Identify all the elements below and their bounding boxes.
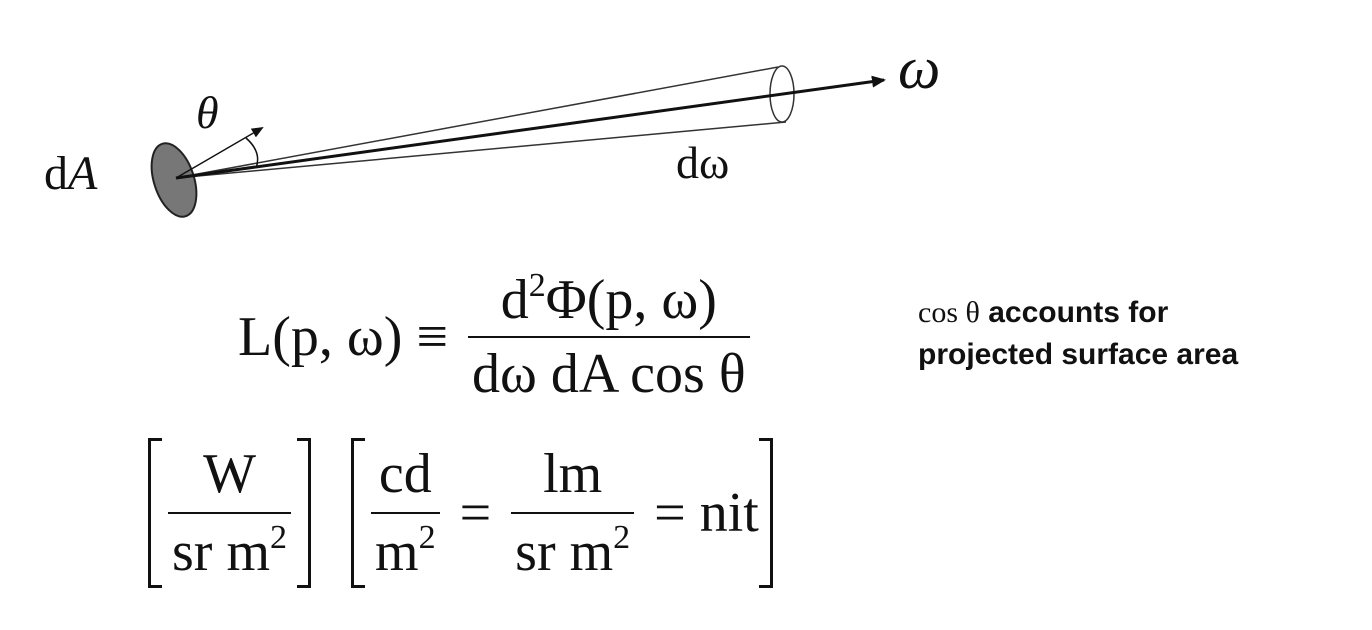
equation-lhs: L(p, ω) bbox=[238, 306, 403, 368]
bracket-right-1 bbox=[297, 438, 311, 588]
unit-fraction-lm: lm sr m2 bbox=[511, 446, 635, 580]
cone-cap bbox=[769, 65, 795, 123]
bracket-right-2 bbox=[758, 438, 773, 588]
direction-label: ω bbox=[898, 35, 941, 101]
normal-arrow bbox=[175, 126, 264, 179]
angle-arc bbox=[245, 137, 259, 169]
units-row: W sr m2 cd m2 = lm sr m2 = nit bbox=[148, 438, 773, 588]
nit-unit: nit bbox=[699, 482, 759, 544]
bracket-left-2 bbox=[351, 438, 365, 588]
fraction-bar bbox=[467, 336, 750, 338]
area-label: dA bbox=[44, 147, 98, 200]
note-line-1: cos θ accounts for bbox=[918, 296, 1169, 329]
surface-patch bbox=[150, 142, 198, 218]
cone-edge-top bbox=[175, 66, 779, 179]
unit-fraction-w: W sr m2 bbox=[168, 446, 291, 580]
radiance-equation: L(p, ω) ≡ d2Φ(p, ω) dω dA cos θ bbox=[238, 267, 756, 405]
note-line-2: projected surface area bbox=[918, 338, 1239, 371]
angle-label: θ bbox=[196, 87, 219, 138]
fraction-numerator: d2Φ(p, ω) bbox=[500, 267, 717, 331]
solid-angle-label: dω bbox=[676, 137, 730, 188]
fraction-denominator: dω dA cos θ bbox=[471, 343, 746, 405]
unit-fraction-cd: cd m2 bbox=[371, 446, 440, 580]
equals-sign-2: = bbox=[654, 482, 686, 544]
equals-sign-1: = bbox=[459, 482, 492, 544]
equiv-sign: ≡ bbox=[416, 306, 448, 368]
cos-note: cos θ accounts for projected surface are… bbox=[918, 292, 1238, 376]
direction-arrow bbox=[175, 75, 886, 180]
bracket-left-1 bbox=[148, 438, 162, 588]
radiance-fraction: d2Φ(p, ω) dω dA cos θ bbox=[467, 267, 750, 405]
radiance-diagram bbox=[150, 65, 886, 218]
cone-edge-bottom bbox=[175, 121, 787, 179]
